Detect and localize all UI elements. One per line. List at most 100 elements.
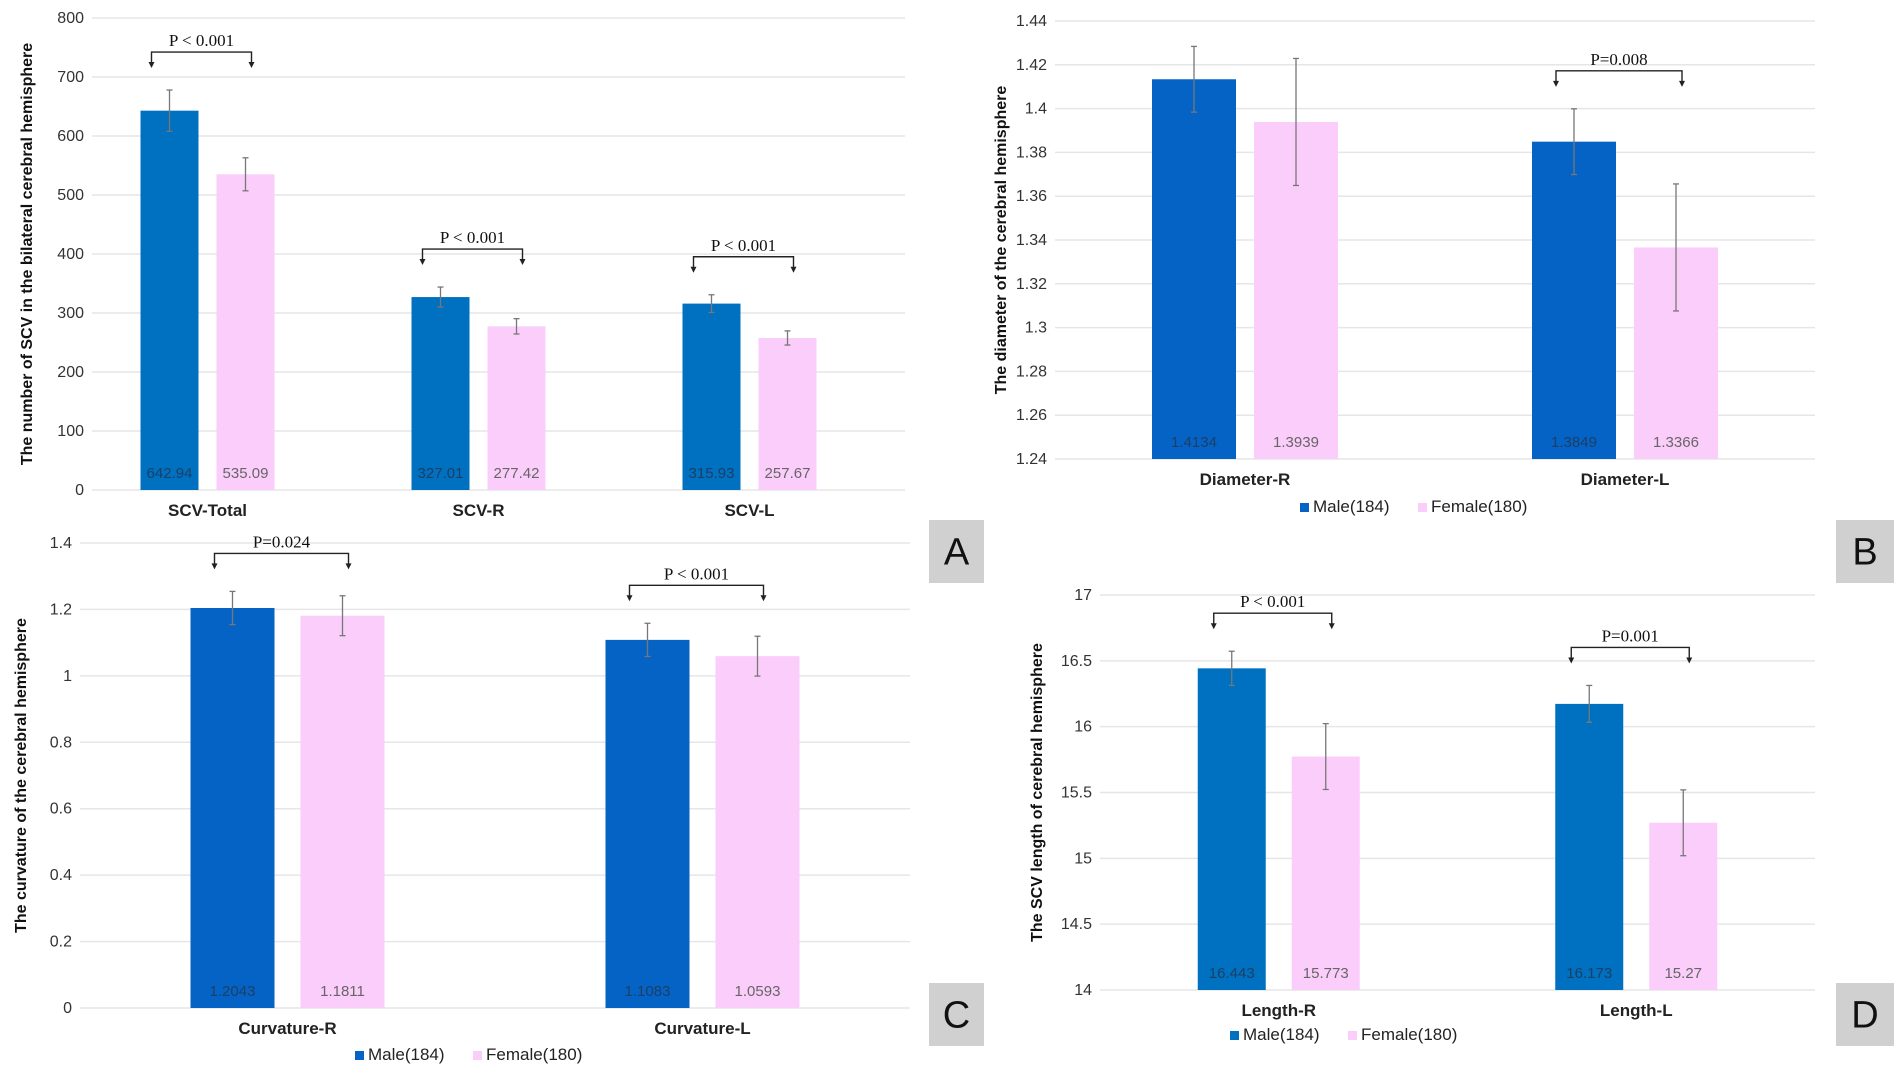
legend-swatch-male — [1230, 1031, 1239, 1040]
y-tick-label: 700 — [57, 69, 84, 86]
arrow-down-icon — [1686, 657, 1693, 664]
x-category-label: Length-R — [1241, 1001, 1316, 1020]
y-tick-label: 500 — [57, 187, 84, 204]
y-tick-label: 1.4 — [50, 535, 72, 552]
significance-bracket — [1555, 70, 1683, 83]
legend-swatch-female — [1348, 1031, 1357, 1040]
arrow-down-icon — [1553, 80, 1559, 87]
p-value-label: P < 0.001 — [440, 228, 505, 247]
y-tick-label: 1.2 — [50, 601, 72, 618]
data-label: 16.173 — [1566, 965, 1612, 982]
p-value-label: P < 0.001 — [169, 31, 234, 50]
significance-bracket — [421, 248, 524, 262]
p-value-label: P < 0.001 — [711, 236, 776, 255]
arrow-down-icon — [211, 563, 218, 570]
data-label: 1.4134 — [1171, 434, 1217, 451]
data-label: 257.67 — [765, 465, 811, 482]
y-tick-label: 14.5 — [1061, 916, 1092, 933]
data-label: 642.94 — [147, 465, 193, 482]
male-bar — [190, 608, 275, 1008]
y-tick-label: 15 — [1074, 850, 1092, 867]
data-label: 1.3849 — [1551, 434, 1597, 451]
arrow-down-icon — [419, 259, 426, 266]
y-tick-label: 14 — [1074, 982, 1092, 999]
significance-bracket — [213, 552, 350, 566]
y-tick-label: 0 — [63, 1000, 72, 1017]
data-label: 1.0593 — [735, 983, 781, 1000]
x-category-label: Diameter-R — [1200, 470, 1291, 489]
arrow-down-icon — [626, 595, 633, 602]
female-bar — [487, 326, 546, 490]
male-bar — [140, 110, 199, 490]
y-axis-label: The curvature of the cerebral hemisphere — [13, 618, 30, 933]
male-bar — [1532, 141, 1616, 459]
chart-panel-B: 1.24 1.26 1.28 1.3 1.32 1.34 1.36 1.38 1.4 1.42 1.… — [993, 13, 1894, 583]
panel-letter-box — [929, 520, 984, 583]
x-category-label: Length-L — [1600, 1001, 1673, 1020]
y-tick-label: 1.24 — [1016, 451, 1047, 468]
y-tick-label: 400 — [57, 246, 84, 263]
y-tick-label: 100 — [57, 423, 84, 440]
y-tick-label: 1.26 — [1016, 407, 1047, 424]
female-bar — [715, 656, 800, 1008]
p-value-label: P=0.001 — [1602, 626, 1659, 645]
arrow-down-icon — [1568, 657, 1575, 664]
chart-panel-C: 0 0.2 0.4 0.6 0.8 1 1.2 1.4 The curvature of the… — [13, 532, 984, 1064]
data-label: 315.93 — [689, 465, 735, 482]
male-bar — [1555, 703, 1624, 990]
panel-letter: C — [943, 995, 970, 1037]
arrow-down-icon — [790, 266, 797, 273]
y-tick-label: 0.8 — [50, 734, 72, 751]
y-tick-label: 800 — [57, 10, 84, 27]
y-axis-label: The number of SCV in the bilateral cereb… — [19, 43, 36, 465]
data-label: 1.2043 — [210, 983, 256, 1000]
y-tick-label: 1.42 — [1016, 57, 1047, 74]
legend-swatch-female — [1418, 503, 1427, 512]
p-value-label: P=0.024 — [253, 532, 311, 551]
y-tick-label: 1.34 — [1016, 232, 1047, 249]
p-value-label: P < 0.001 — [1240, 592, 1305, 611]
data-label: 277.42 — [494, 465, 540, 482]
female-bar — [216, 174, 275, 490]
legend-swatch-female — [473, 1051, 482, 1060]
male-bar — [605, 639, 690, 1008]
arrow-down-icon — [1328, 623, 1335, 630]
y-tick-label: 1.38 — [1016, 144, 1047, 161]
legend-swatch-male — [355, 1051, 364, 1060]
significance-bracket — [628, 584, 765, 598]
female-bar — [758, 337, 817, 490]
arrow-down-icon — [760, 595, 767, 602]
male-bar — [682, 303, 741, 490]
data-label: 15.27 — [1664, 965, 1702, 982]
chart-panel-A: 0 100 200 300 400 500 600 700 800 The number of S… — [19, 10, 984, 583]
y-tick-label: 1.4 — [1025, 101, 1047, 118]
arrow-down-icon — [690, 266, 697, 273]
legend-label-male: Male(184) — [1243, 1025, 1320, 1044]
significance-bracket — [1213, 612, 1333, 626]
data-label: 15.773 — [1303, 965, 1349, 982]
significance-bracket — [1570, 646, 1690, 660]
arrow-down-icon — [1210, 623, 1217, 630]
y-tick-label: 17 — [1074, 587, 1092, 604]
legend-label-male: Male(184) — [1313, 497, 1390, 516]
male-bar — [1152, 79, 1236, 459]
legend-swatch-male — [1300, 503, 1309, 512]
legend-label-female: Female(180) — [486, 1045, 582, 1064]
male-bar — [411, 297, 470, 490]
y-tick-label: 0.2 — [50, 934, 72, 951]
data-label: 1.3366 — [1653, 434, 1699, 451]
x-category-label: Curvature-R — [238, 1019, 336, 1038]
panel-letter-box — [929, 983, 984, 1046]
panel-letter-box — [1836, 983, 1894, 1046]
y-tick-label: 0.6 — [50, 801, 72, 818]
y-tick-label: 1.32 — [1016, 276, 1047, 293]
legend-label-female: Female(180) — [1431, 497, 1527, 516]
y-tick-label: 1.36 — [1016, 188, 1047, 205]
y-tick-label: 15.5 — [1061, 785, 1092, 802]
y-tick-label: 16.5 — [1061, 653, 1092, 670]
panel-letter-box — [1836, 520, 1894, 583]
data-label: 1.1811 — [320, 983, 365, 1000]
p-value-label: P < 0.001 — [664, 564, 729, 583]
significance-bracket — [150, 51, 253, 65]
